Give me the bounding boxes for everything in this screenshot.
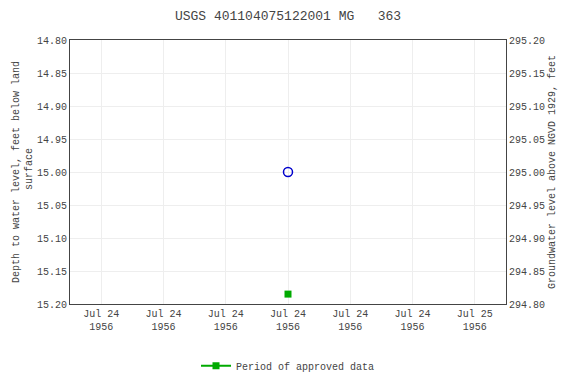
svg-text:14.80: 14.80 [37,36,67,47]
svg-text:15.20: 15.20 [37,300,67,311]
svg-text:Period of approved data: Period of approved data [236,362,374,373]
svg-text:15.10: 15.10 [37,234,67,245]
svg-text:15.00: 15.00 [37,168,67,179]
svg-text:14.85: 14.85 [37,69,67,80]
svg-text:295.00: 295.00 [509,168,545,179]
svg-text:15.15: 15.15 [37,267,67,278]
svg-text:14.90: 14.90 [37,102,67,113]
svg-text:294.85: 294.85 [509,267,545,278]
svg-text:Jul 241956: Jul 241956 [145,309,181,333]
svg-text:295.15: 295.15 [509,69,545,80]
svg-text:Groundwater level above NGVD 1: Groundwater level above NGVD 1929, feet [547,55,558,289]
svg-text:294.95: 294.95 [509,201,545,212]
svg-text:Depth to water level, feet bel: Depth to water level, feet below land su… [11,61,35,283]
svg-text:Jul 241956: Jul 241956 [332,309,368,333]
svg-text:Jul 241956: Jul 241956 [270,309,306,333]
svg-text:295.10: 295.10 [509,102,545,113]
svg-text:14.95: 14.95 [37,135,67,146]
svg-text:295.05: 295.05 [509,135,545,146]
svg-text:Jul 251956: Jul 251956 [457,309,493,333]
svg-text:294.80: 294.80 [509,300,545,311]
svg-text:294.90: 294.90 [509,234,545,245]
svg-text:USGS 401104075122001 MG 363: USGS 401104075122001 MG 363 [175,9,401,24]
svg-text:Jul 241956: Jul 241956 [83,309,119,333]
svg-text:Jul 241956: Jul 241956 [208,309,244,333]
svg-text:295.20: 295.20 [509,36,545,47]
svg-text:Jul 241956: Jul 241956 [395,309,431,333]
svg-text:15.05: 15.05 [37,201,67,212]
